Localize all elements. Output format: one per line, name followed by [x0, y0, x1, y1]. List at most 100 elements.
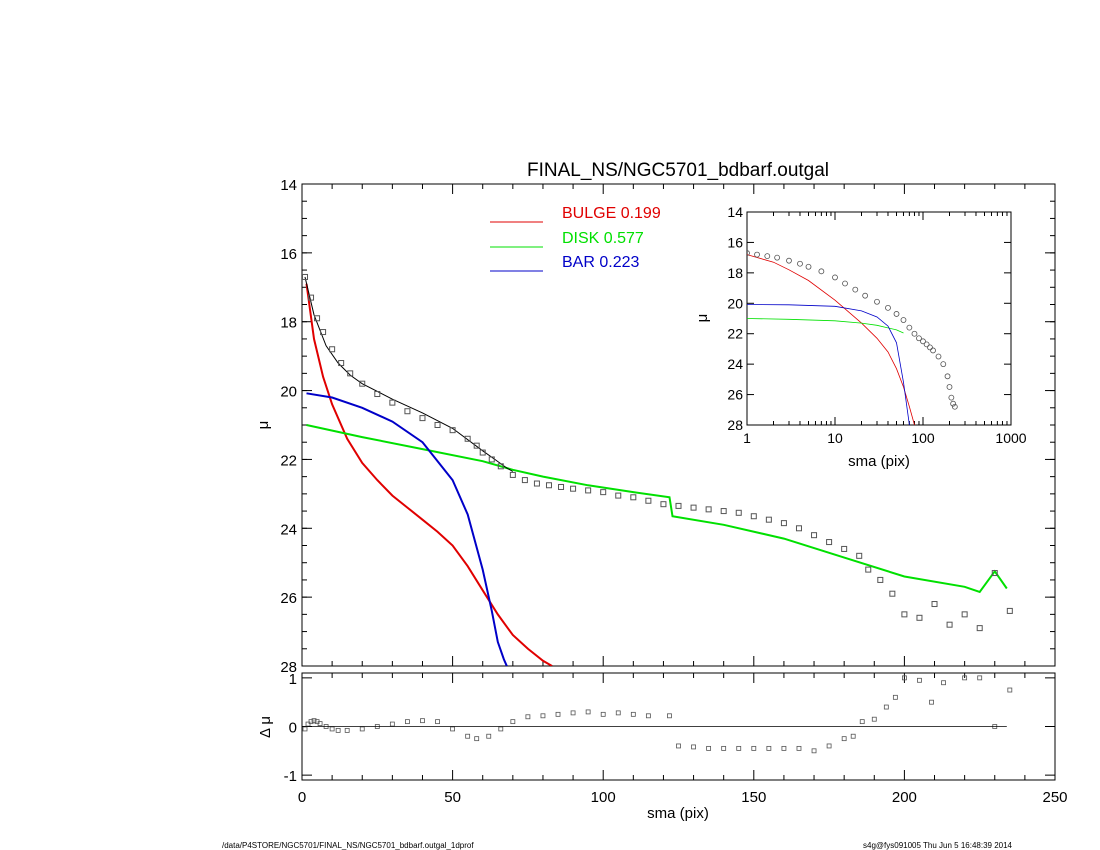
- residual-point: [525, 714, 531, 720]
- residual-y-label: Δ μ: [257, 716, 274, 738]
- main-y-tick-label: 24: [280, 521, 297, 538]
- inset-data-point: [747, 250, 750, 256]
- main-y-tick-label: 18: [280, 315, 297, 332]
- data-point: [302, 273, 309, 280]
- inset-data-point: [948, 394, 955, 401]
- residual-point: [892, 694, 898, 700]
- data-point: [877, 576, 884, 583]
- inset-y-tick-label: 22: [727, 326, 743, 342]
- series-line-model-total: [304, 276, 514, 472]
- inset-data-point: [906, 324, 913, 331]
- footer-file-path: /data/P4STORE/NGC5701/FINAL_NS/NGC5701_b…: [222, 841, 474, 850]
- inset-y-ticks: 14 16 18 20 22 24 26 28: [727, 204, 1011, 433]
- series-line-bulge: [305, 283, 553, 666]
- data-point: [901, 611, 908, 618]
- data-point: [359, 380, 366, 387]
- data-point: [585, 487, 592, 494]
- residual-point: [465, 733, 471, 739]
- data-point: [780, 520, 787, 527]
- data-point: [404, 408, 411, 415]
- data-point: [690, 504, 697, 511]
- residual-point: [510, 719, 516, 725]
- inset-data-point: [923, 341, 930, 348]
- data-point: [660, 501, 667, 508]
- residual-point: [751, 745, 757, 751]
- residual-point: [498, 726, 504, 732]
- residual-point: [420, 718, 425, 724]
- data-point: [389, 399, 396, 406]
- data-point: [889, 590, 896, 597]
- chart-title: FINAL_NS/NGC5701_bdbarf.outgal: [527, 160, 829, 181]
- residual-point: [389, 721, 395, 727]
- residual-point: [344, 727, 350, 733]
- residual-point: [736, 745, 742, 751]
- residual-point: [1007, 687, 1013, 693]
- inset-x-tick-label: 1: [743, 430, 751, 446]
- inset-data-point: [818, 268, 825, 275]
- main-y-ticks: 14 16 18 20 22 24 26 28: [280, 177, 1056, 676]
- data-point: [735, 509, 742, 516]
- inset-data-point: [852, 286, 859, 293]
- residual-point: [917, 677, 922, 683]
- residual-point: [929, 699, 934, 705]
- data-point: [991, 570, 998, 577]
- main-y-label: μ: [255, 421, 272, 430]
- residual-point: [645, 713, 651, 719]
- data-point: [570, 485, 577, 492]
- inset-data-point: [786, 257, 792, 264]
- residual-point: [667, 713, 672, 719]
- data-point: [720, 508, 727, 515]
- residual-point: [883, 704, 889, 710]
- inset-data-point: [874, 298, 880, 305]
- data-point: [630, 494, 637, 501]
- x-tick-label: 50: [444, 789, 461, 806]
- residual-point: [796, 745, 802, 751]
- residual-x-ticks: 0 50 100 150 200 250: [298, 673, 1068, 806]
- x-tick-label: 100: [591, 789, 616, 806]
- residual-y-tick-label: 1: [289, 671, 297, 688]
- series-line-disk: [306, 424, 1008, 594]
- inset-y-tick-label: 14: [727, 204, 743, 220]
- inset-data-point: [805, 263, 812, 270]
- x-tick-label: 0: [298, 789, 306, 806]
- data-point: [826, 539, 833, 546]
- residual-point: [302, 726, 308, 732]
- data-point: [308, 294, 315, 301]
- data-point: [533, 480, 540, 487]
- main-y-tick-label: 20: [280, 384, 297, 401]
- data-point: [464, 435, 471, 442]
- residual-y-ticks: 1 0 -1: [284, 671, 1055, 785]
- residual-point: [474, 736, 480, 742]
- inset-y-tick-label: 16: [727, 234, 743, 250]
- data-point: [600, 489, 607, 496]
- residual-point: [405, 719, 410, 725]
- inset-data-point: [927, 344, 933, 351]
- residual-point: [766, 745, 772, 751]
- legend-label-bar: BAR 0.223: [562, 254, 639, 271]
- inset-series-line-disk: [747, 318, 904, 334]
- inset-y-tick-label: 28: [727, 417, 743, 433]
- main-series: [302, 273, 1013, 666]
- inset-data-point: [940, 361, 947, 368]
- data-point: [314, 315, 321, 322]
- data-point: [976, 625, 983, 632]
- data-point: [521, 477, 528, 484]
- data-point: [473, 442, 480, 449]
- data-point: [329, 346, 336, 353]
- residual-point: [329, 726, 335, 732]
- data-point: [645, 497, 652, 504]
- inset-x-ticks: 1 10 100 1000: [743, 212, 1027, 446]
- residual-point: [941, 680, 946, 686]
- residual-point: [450, 726, 456, 732]
- inset-data-point: [832, 274, 838, 281]
- data-point: [750, 513, 757, 520]
- residual-point: [859, 719, 865, 725]
- residual-point: [850, 733, 856, 739]
- inset-data-point: [754, 251, 760, 258]
- x-tick-label: 150: [741, 789, 766, 806]
- data-point: [479, 449, 486, 456]
- residual-point: [811, 748, 817, 754]
- legend-label-disk: DISK 0.577: [562, 230, 644, 247]
- residual-point: [308, 719, 314, 725]
- inset-data-point: [951, 403, 958, 410]
